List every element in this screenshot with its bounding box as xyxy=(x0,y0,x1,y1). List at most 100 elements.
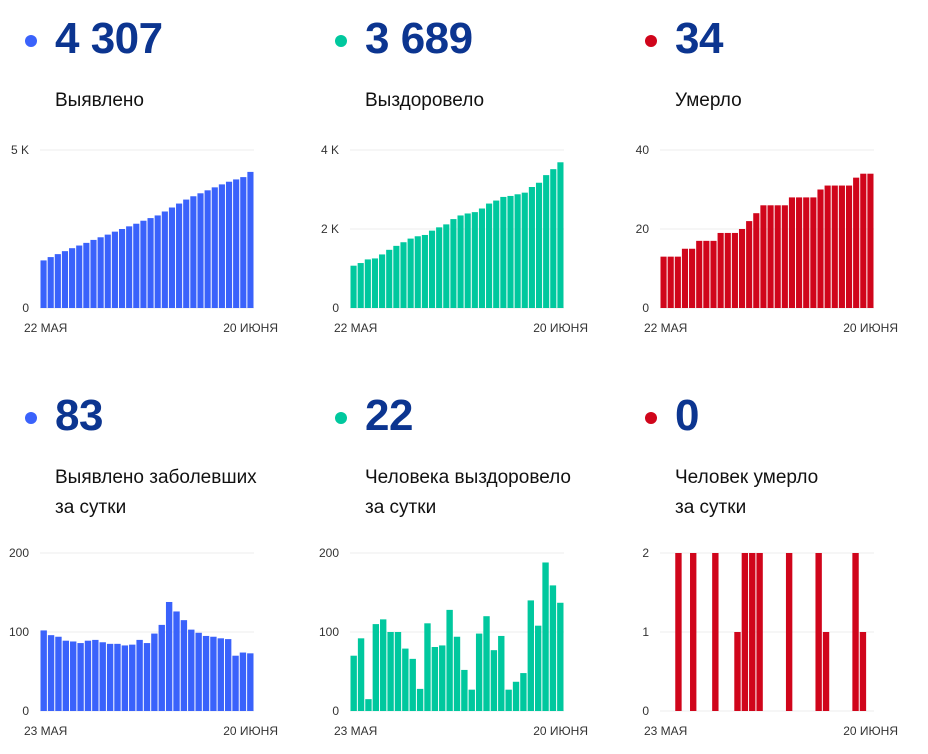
bar xyxy=(180,620,188,711)
bar xyxy=(195,632,202,711)
bar xyxy=(443,224,450,308)
bar xyxy=(83,242,90,308)
bar xyxy=(853,177,860,308)
bar xyxy=(394,632,402,711)
bar xyxy=(84,640,92,711)
bar xyxy=(756,553,763,711)
bar xyxy=(126,226,133,308)
bar xyxy=(372,624,380,711)
x-start-label: 23 МАЯ xyxy=(644,724,687,738)
bar xyxy=(147,218,154,308)
bar xyxy=(414,236,421,308)
bar xyxy=(528,187,535,308)
y-tick-label: 0 xyxy=(332,301,339,315)
bar xyxy=(831,185,838,308)
bar xyxy=(534,625,542,711)
y-tick-label: 5 K xyxy=(11,143,29,157)
bar xyxy=(92,639,99,711)
bar xyxy=(173,611,180,711)
bar xyxy=(217,638,224,711)
bar xyxy=(815,553,822,711)
bar xyxy=(62,640,70,711)
bar xyxy=(717,232,724,308)
bar xyxy=(674,256,681,308)
deaths-chart: 0 20 40 22 МАЯ 20 ИЮНЯ xyxy=(636,143,898,335)
y-tick-label: 0 xyxy=(642,704,649,718)
x-end-label: 20 ИЮНЯ xyxy=(533,321,588,335)
legend-dot-icon xyxy=(645,412,657,424)
bar xyxy=(453,636,461,711)
card-deaths-daily: 0 Человек умерло за сутки 0 1 2 23 МАЯ 20 ИЮН… xyxy=(620,377,928,754)
bar xyxy=(468,689,475,711)
bar xyxy=(710,240,717,308)
y-tick-label: 20 xyxy=(636,222,650,236)
bar xyxy=(498,635,505,711)
bar xyxy=(712,553,719,711)
bar xyxy=(111,231,118,308)
x-start-label: 22 МАЯ xyxy=(24,321,67,335)
bar xyxy=(76,245,83,308)
bar xyxy=(788,197,796,308)
recovered-daily-total: 22 xyxy=(365,391,413,440)
deaths-daily-chart: 0 1 2 23 МАЯ 20 ИЮНЯ xyxy=(642,546,898,738)
bar xyxy=(446,609,453,711)
deaths-daily-label: Человек умерло за сутки xyxy=(675,463,818,523)
x-start-label: 23 МАЯ xyxy=(334,724,377,738)
bar xyxy=(859,632,867,711)
bar xyxy=(660,256,667,308)
bar xyxy=(514,194,521,308)
bar xyxy=(247,171,254,308)
bar xyxy=(860,173,867,308)
bar xyxy=(202,635,210,711)
recovered-chart: 0 2 K 4 K 22 МАЯ 20 ИЮНЯ xyxy=(321,143,588,335)
bar xyxy=(133,223,140,308)
bar xyxy=(527,600,534,711)
bar xyxy=(822,632,830,711)
bar xyxy=(724,232,731,308)
bar xyxy=(749,553,756,711)
bar xyxy=(350,265,357,308)
bar xyxy=(505,689,512,711)
bar xyxy=(129,644,136,711)
card-detected: 4 307 Выявлено 0 5 K 22 МАЯ 20 ИЮНЯ xyxy=(0,0,308,377)
detected-label: Выявлено xyxy=(55,90,144,111)
bar xyxy=(431,647,439,711)
bar xyxy=(738,229,746,308)
recovered-label: Выздоровело xyxy=(365,90,485,111)
x-end-label: 20 ИЮНЯ xyxy=(843,321,898,335)
bar xyxy=(106,643,114,711)
card-recovered: 3 689 Выздоровело 0 2 K 4 K 22 МАЯ 20 ИЮНЯ xyxy=(310,0,618,377)
bar xyxy=(190,196,197,308)
bar xyxy=(47,635,55,711)
deaths-total: 34 xyxy=(675,14,723,63)
bar xyxy=(785,553,793,711)
bar xyxy=(416,688,424,711)
bar xyxy=(47,257,54,308)
legend-dot-icon xyxy=(335,412,347,424)
bar xyxy=(393,245,400,308)
x-end-label: 20 ИЮНЯ xyxy=(533,724,588,738)
bar xyxy=(734,632,741,711)
deaths-daily-total: 0 xyxy=(675,391,699,440)
bar xyxy=(210,636,217,711)
x-end-label: 20 ИЮНЯ xyxy=(223,724,278,738)
legend-dot-icon xyxy=(25,412,37,424)
bar xyxy=(151,633,158,711)
bar xyxy=(69,248,76,308)
bar xyxy=(154,215,161,308)
card-detected-daily: 83 Выявлено заболевших за сутки 0 100 200 23… xyxy=(0,377,308,754)
bar xyxy=(824,185,831,308)
bar xyxy=(232,655,239,711)
bar xyxy=(225,181,233,308)
y-tick-label: 200 xyxy=(319,546,339,560)
detected-total: 4 307 xyxy=(55,14,163,63)
label-line: за сутки xyxy=(55,497,127,518)
bar xyxy=(731,232,738,308)
bar xyxy=(774,205,781,308)
card-deaths: 34 Умерло 0 20 40 22 МАЯ 20 ИЮНЯ xyxy=(620,0,928,377)
bar xyxy=(40,260,47,308)
y-tick-label: 100 xyxy=(9,625,29,639)
bar xyxy=(364,259,371,308)
deaths-label: Умерло xyxy=(675,90,742,111)
bar xyxy=(400,242,407,308)
